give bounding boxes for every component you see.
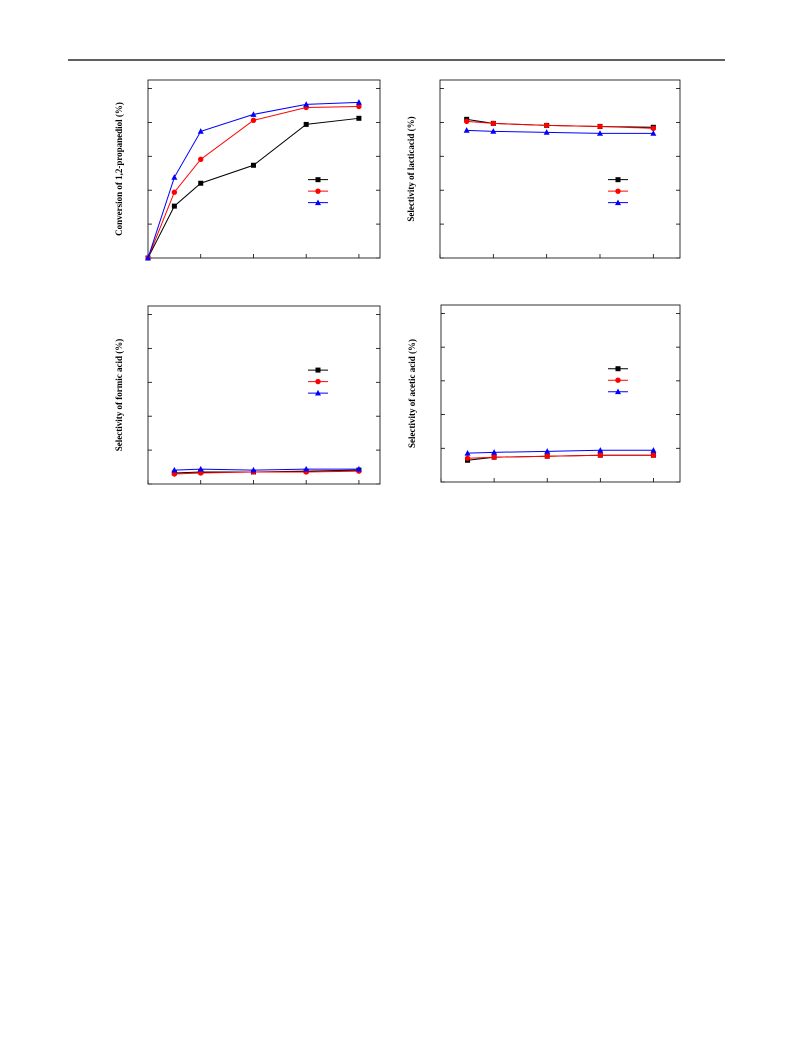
marker xyxy=(463,127,470,133)
marker xyxy=(490,120,497,127)
marker xyxy=(303,465,310,472)
marker xyxy=(597,447,604,453)
marker xyxy=(464,455,471,461)
y-axis-label: Selectivity of acetic acid (%) xyxy=(407,339,417,448)
marker xyxy=(543,129,550,135)
legend-marker xyxy=(315,367,321,373)
chart: Selectivity of lacticacid (%) xyxy=(406,79,681,259)
marker xyxy=(303,101,310,107)
marker xyxy=(463,118,470,125)
marker xyxy=(491,454,497,460)
legend-marker xyxy=(315,188,321,194)
marker xyxy=(197,128,204,134)
marker xyxy=(171,471,178,477)
chart: Selectivity of acetic acid (%) xyxy=(407,304,681,483)
plot-frame xyxy=(439,79,681,259)
marker xyxy=(198,470,204,476)
legend-marker xyxy=(315,177,321,183)
marker xyxy=(491,449,498,455)
plot-frame xyxy=(147,79,381,259)
legend-marker xyxy=(315,389,321,396)
plot-frame xyxy=(147,305,381,485)
marker xyxy=(490,128,497,134)
legend-marker xyxy=(615,366,621,372)
marker xyxy=(543,122,550,129)
marker xyxy=(650,125,657,132)
marker xyxy=(250,466,257,473)
marker xyxy=(356,115,362,121)
legend-marker xyxy=(615,377,621,383)
y-axis-label: Selectivity of formic acid (%) xyxy=(114,339,124,451)
marker xyxy=(597,130,603,136)
legend-marker xyxy=(615,188,621,194)
marker xyxy=(650,447,657,453)
marker xyxy=(198,180,204,186)
chart: Conversion of 1,2-propanediol (%) xyxy=(114,79,381,261)
plot-frame xyxy=(440,304,681,483)
marker xyxy=(597,123,603,130)
marker xyxy=(250,162,256,168)
marker xyxy=(171,466,178,473)
legend-marker xyxy=(615,199,621,206)
series-line xyxy=(147,101,359,259)
marker xyxy=(650,452,657,458)
y-axis-label: Conversion of 1,2-propanediol (%) xyxy=(114,102,124,236)
series-line xyxy=(147,117,359,259)
legend-marker xyxy=(315,199,321,206)
legend-marker xyxy=(615,388,621,395)
marker xyxy=(597,452,604,458)
legend-marker xyxy=(615,177,621,183)
marker xyxy=(464,449,471,456)
marker xyxy=(356,103,362,110)
marker xyxy=(355,465,362,472)
marker xyxy=(197,465,204,472)
marker xyxy=(650,130,657,136)
marker xyxy=(171,174,178,180)
marker xyxy=(198,156,204,163)
marker xyxy=(250,111,257,117)
marker xyxy=(171,189,178,195)
y-axis-label: Selectivity of lacticacid (%) xyxy=(406,116,416,221)
marker xyxy=(303,121,309,127)
legend-marker xyxy=(315,378,321,385)
chart: Selectivity of formic acid (%) xyxy=(114,305,381,485)
marker xyxy=(544,453,550,459)
marker xyxy=(171,203,177,209)
series-line xyxy=(147,105,359,259)
marker xyxy=(544,448,551,454)
marker xyxy=(250,117,257,124)
marker xyxy=(145,254,151,261)
marker xyxy=(355,99,362,105)
